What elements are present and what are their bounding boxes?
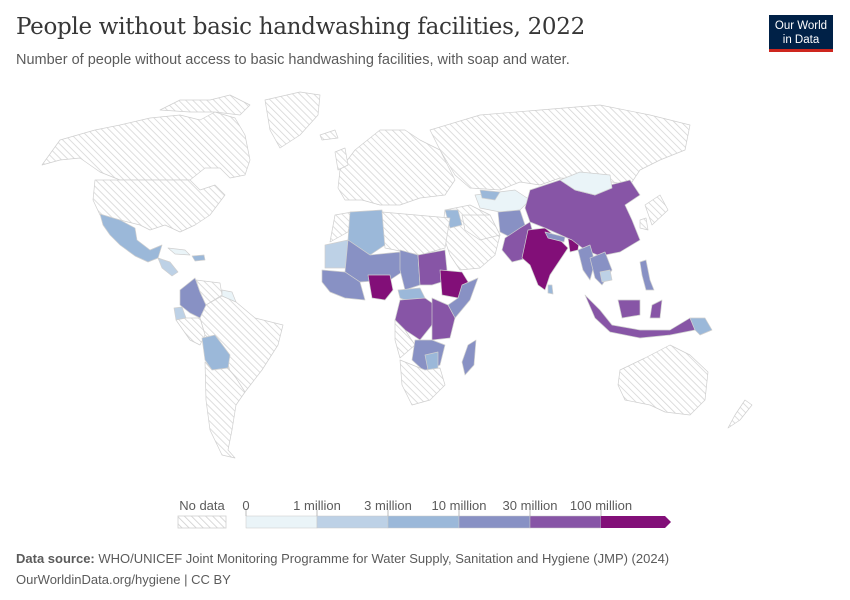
logo-line-2: in Data (782, 34, 820, 46)
legend-bin-4 (529, 515, 602, 529)
legend-tick-1m: 1 million (293, 498, 341, 513)
region-peru[interactable] (175, 317, 206, 346)
logo-line-1: Our World (774, 20, 828, 32)
region-indonesia[interactable] (584, 294, 696, 339)
region-alaska-canada[interactable] (41, 111, 251, 181)
legend-no-data-label: No data (179, 498, 225, 513)
region-europe[interactable] (337, 129, 456, 206)
region-japan-korea[interactable] (639, 194, 669, 231)
region-argentina-chile[interactable] (204, 361, 246, 459)
legend-tick-0: 0 (242, 498, 250, 513)
region-east-africa[interactable] (431, 297, 456, 341)
region-nigeria[interactable] (367, 274, 394, 301)
region-southern-africa[interactable] (399, 359, 446, 406)
legend-tick-30m: 30 million (502, 498, 558, 513)
data-source-line: Data source: WHO/UNICEF Joint Monitoring… (16, 548, 669, 569)
region-venezuela[interactable] (195, 279, 223, 306)
legend-bin-3 (458, 515, 531, 529)
chart-subtitle: Number of people without access to basic… (16, 52, 570, 68)
region-sri-lanka[interactable] (547, 284, 554, 295)
region-madagascar[interactable] (461, 339, 477, 376)
region-uzbekistan[interactable] (479, 189, 501, 201)
legend-bin-1 (316, 515, 389, 529)
region-algeria[interactable] (347, 209, 386, 256)
data-source-text[interactable]: WHO/UNICEF Joint Monitoring Programme fo… (98, 551, 670, 566)
region-angola-zambia[interactable] (394, 319, 416, 359)
region-myanmar[interactable] (577, 244, 596, 281)
legend-bin-2 (387, 515, 460, 529)
url-license-line[interactable]: OurWorldinData.org/hygiene | CC BY (16, 572, 231, 587)
region-mongolia[interactable] (559, 171, 613, 196)
region-greenland[interactable] (264, 91, 321, 149)
legend-tick-10m: 10 million (431, 498, 487, 513)
region-cuba[interactable] (167, 247, 191, 256)
data-source-label: Data source: (16, 551, 95, 566)
region-australia[interactable] (617, 344, 709, 416)
legend-bin-5-arrow (601, 516, 671, 528)
region-new-zealand[interactable] (727, 399, 753, 429)
region-canada-arctic[interactable] (159, 94, 251, 116)
region-cambodia[interactable] (599, 269, 613, 283)
region-philippines[interactable] (639, 259, 655, 291)
legend-no-data-swatch (177, 515, 227, 529)
region-papua-new-guinea[interactable] (689, 317, 713, 336)
region-russia[interactable] (429, 104, 691, 191)
region-haiti[interactable] (191, 254, 206, 262)
region-morocco-west-sahara[interactable] (329, 211, 353, 243)
region-chad[interactable] (399, 249, 421, 291)
chart-footer: Data source: WHO/UNICEF Joint Monitoring… (16, 548, 669, 590)
chart-title: People without basic handwashing facilit… (16, 14, 585, 40)
region-libya-egypt[interactable] (381, 211, 451, 256)
legend-swatches (177, 510, 671, 529)
region-west-africa-coast[interactable] (321, 269, 366, 301)
legend-bin-0 (245, 515, 318, 529)
owid-logo[interactable]: Our World in Data (769, 15, 833, 52)
region-central-america[interactable] (157, 257, 179, 277)
logo-accent-bar (769, 49, 833, 52)
legend-tick-100m: 100 million (569, 498, 633, 513)
region-iran[interactable] (461, 214, 501, 241)
map-legend: No data 0 1 million 3 million 10 million… (0, 495, 850, 535)
region-uk-iceland[interactable] (319, 129, 349, 171)
world-map[interactable] (0, 80, 850, 490)
legend-tick-3m: 3 million (364, 498, 412, 513)
region-nepal[interactable] (544, 231, 566, 243)
